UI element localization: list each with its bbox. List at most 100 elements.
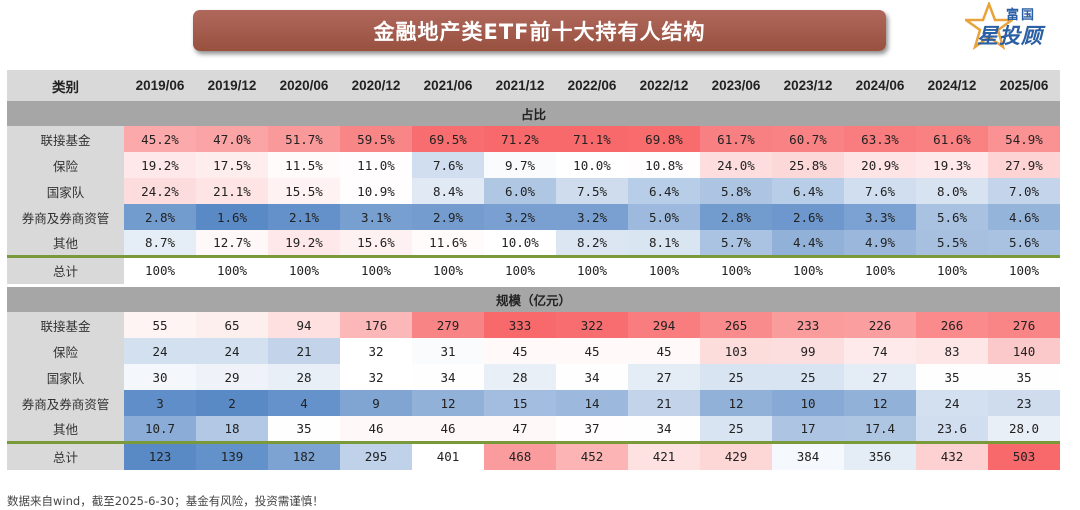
row-label: 联接基金 (7, 312, 124, 338)
data-cell: 19.3% (916, 152, 988, 178)
data-cell: 19.2% (268, 230, 340, 256)
brand-logo: 富国 星投顾 (965, 2, 1075, 52)
data-cell: 14 (556, 390, 628, 416)
data-cell: 15.5% (268, 178, 340, 204)
data-cell: 24 (196, 338, 268, 364)
data-cell: 71.2% (484, 126, 556, 152)
header-cell-2019-06: 2019/06 (124, 70, 196, 101)
data-cell: 25 (700, 416, 772, 442)
header-cell-2019-12: 2019/12 (196, 70, 268, 101)
header-cell-2022-12: 2022/12 (628, 70, 700, 101)
table-row: 保险 19.2% 17.5% 11.5% 11.0% 7.6% 9.7% 10.0% 10.8%… (7, 152, 1060, 178)
row-label: 联接基金 (7, 126, 124, 152)
data-cell: 34 (412, 364, 484, 390)
data-cell: 47.0% (196, 126, 268, 152)
data-cell: 46 (340, 416, 412, 442)
data-cell: 2.9% (412, 204, 484, 230)
data-cell: 71.1% (556, 126, 628, 152)
data-cell: 45.2% (124, 126, 196, 152)
section-row: 规模（亿元） (7, 287, 1060, 312)
row-label: 总计 (7, 440, 124, 470)
section-gap (7, 284, 1060, 287)
row-label: 保险 (7, 338, 124, 364)
data-cell: 19.2% (124, 152, 196, 178)
data-cell: 7.6% (412, 152, 484, 178)
data-cell: 28 (268, 364, 340, 390)
data-cell: 10.0% (484, 230, 556, 256)
data-cell: 24 (916, 390, 988, 416)
page-title: 金融地产类ETF前十大持有人结构 (373, 19, 706, 44)
data-cell: 2 (196, 390, 268, 416)
data-cell: 4.6% (988, 204, 1060, 230)
row-label: 其他 (7, 230, 124, 256)
data-cell: 9 (340, 390, 412, 416)
data-cell: 25 (700, 364, 772, 390)
row-label: 其他 (7, 416, 124, 442)
data-cell: 34 (628, 416, 700, 442)
data-cell: 5.6% (988, 230, 1060, 256)
header-cell-2020-06: 2020/06 (268, 70, 340, 101)
data-cell: 45 (628, 338, 700, 364)
section-title: 规模（亿元） (7, 287, 1060, 312)
header-cell-2024-12: 2024/12 (916, 70, 988, 101)
data-cell: 35 (916, 364, 988, 390)
gap-cell (7, 284, 1060, 287)
data-cell: 25 (772, 364, 844, 390)
table-row: 国家队 30 29 28 32 34 28 34 27 25 25 27 35 35 (7, 364, 1060, 390)
data-cell: 100% (124, 254, 196, 284)
data-cell: 60.7% (772, 126, 844, 152)
table-header-row: 类别 2019/06 2019/12 2020/06 2020/12 2021/06 202… (7, 70, 1060, 101)
data-cell: 432 (916, 440, 988, 470)
data-cell: 8.2% (556, 230, 628, 256)
data-cell: 18 (196, 416, 268, 442)
data-cell: 4.4% (772, 230, 844, 256)
data-cell: 233 (772, 312, 844, 338)
data-cell: 4.9% (844, 230, 916, 256)
table-row: 券商及券商资管 3 2 4 9 12 15 14 21 12 10 12 24 23 (7, 390, 1060, 416)
data-cell: 276 (988, 312, 1060, 338)
data-cell: 31 (412, 338, 484, 364)
data-cell: 176 (340, 312, 412, 338)
data-cell: 24.2% (124, 178, 196, 204)
data-cell: 55 (124, 312, 196, 338)
data-cell: 503 (988, 440, 1060, 470)
header-cell-2022-06: 2022/06 (556, 70, 628, 101)
data-cell: 265 (700, 312, 772, 338)
total-row: 总计 100% 100% 100% 100% 100% 100% 100% 100% 100% 10… (7, 254, 1060, 284)
table-row: 国家队 24.2% 21.1% 15.5% 10.9% 8.4% 6.0% 7.5% 6.4% 5… (7, 178, 1060, 204)
data-cell: 4 (268, 390, 340, 416)
row-label: 国家队 (7, 178, 124, 204)
data-cell: 21 (628, 390, 700, 416)
data-cell: 356 (844, 440, 916, 470)
data-cell: 12 (700, 390, 772, 416)
data-cell: 100% (556, 254, 628, 284)
data-cell: 15.6% (340, 230, 412, 256)
data-cell: 5.6% (916, 204, 988, 230)
data-cell: 63.3% (844, 126, 916, 152)
data-cell: 100% (340, 254, 412, 284)
data-cell: 322 (556, 312, 628, 338)
data-cell: 12 (844, 390, 916, 416)
data-cell: 421 (628, 440, 700, 470)
data-cell: 1.6% (196, 204, 268, 230)
data-cell: 23.6 (916, 416, 988, 442)
header-cell-2021-06: 2021/06 (412, 70, 484, 101)
data-cell: 11.6% (412, 230, 484, 256)
data-cell: 54.9% (988, 126, 1060, 152)
table-row: 保险 24 24 21 32 31 45 45 45 103 99 74 83 140 (7, 338, 1060, 364)
data-cell: 30 (124, 364, 196, 390)
total-row: 总计 123 139 182 295 401 468 452 421 429 384 356 432 50… (7, 440, 1060, 470)
data-cell: 100% (196, 254, 268, 284)
data-cell: 11.5% (268, 152, 340, 178)
data-cell: 10.0% (556, 152, 628, 178)
data-cell: 83 (916, 338, 988, 364)
header-cell-2020-12: 2020/12 (340, 70, 412, 101)
data-cell: 384 (772, 440, 844, 470)
data-cell: 10.8% (628, 152, 700, 178)
data-cell: 21.1% (196, 178, 268, 204)
header-cell-2024-06: 2024/06 (844, 70, 916, 101)
row-label: 国家队 (7, 364, 124, 390)
data-cell: 12.7% (196, 230, 268, 256)
data-cell: 20.9% (844, 152, 916, 178)
data-cell: 100% (268, 254, 340, 284)
